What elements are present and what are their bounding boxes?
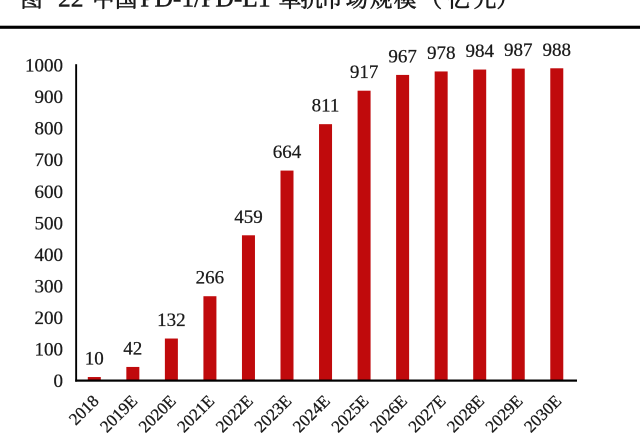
svg-text:811: 811 bbox=[312, 96, 340, 117]
svg-text:459: 459 bbox=[234, 207, 263, 228]
svg-text:PD-1/PD-L1: PD-1/PD-L1 bbox=[140, 0, 270, 13]
svg-text:300: 300 bbox=[35, 277, 64, 298]
svg-text:2030E: 2030E bbox=[520, 391, 565, 435]
svg-text:10: 10 bbox=[85, 349, 104, 370]
svg-text:2021E: 2021E bbox=[173, 391, 218, 435]
svg-text:664: 664 bbox=[273, 142, 302, 163]
svg-text:800: 800 bbox=[35, 119, 64, 140]
svg-text:2020E: 2020E bbox=[135, 391, 180, 435]
svg-text:2027E: 2027E bbox=[405, 391, 450, 435]
svg-text:266: 266 bbox=[196, 268, 225, 289]
svg-text:400: 400 bbox=[35, 245, 64, 266]
svg-text:2029E: 2029E bbox=[482, 391, 527, 435]
svg-text:22: 22 bbox=[58, 0, 84, 13]
svg-text:967: 967 bbox=[388, 46, 417, 67]
svg-text:600: 600 bbox=[35, 182, 64, 203]
svg-text:2025E: 2025E bbox=[328, 391, 373, 435]
svg-text:2024E: 2024E bbox=[289, 391, 334, 435]
svg-text:132: 132 bbox=[157, 310, 186, 331]
svg-text:900: 900 bbox=[35, 87, 64, 108]
svg-text:42: 42 bbox=[123, 338, 142, 359]
svg-text:100: 100 bbox=[35, 340, 64, 361]
svg-text:500: 500 bbox=[35, 213, 64, 234]
svg-text:2022E: 2022E bbox=[212, 391, 257, 435]
svg-text:700: 700 bbox=[35, 150, 64, 171]
svg-text:2019E: 2019E bbox=[96, 391, 141, 435]
svg-text:984: 984 bbox=[465, 41, 494, 62]
svg-text:2026E: 2026E bbox=[366, 391, 411, 435]
svg-text:2023E: 2023E bbox=[251, 391, 296, 435]
svg-text:988: 988 bbox=[543, 40, 572, 61]
svg-text:917: 917 bbox=[350, 62, 379, 83]
svg-text:1000: 1000 bbox=[25, 56, 63, 77]
svg-text:200: 200 bbox=[35, 308, 64, 329]
svg-text:987: 987 bbox=[504, 40, 533, 61]
svg-text:2028E: 2028E bbox=[443, 391, 488, 435]
svg-text:0: 0 bbox=[54, 371, 64, 392]
svg-text:978: 978 bbox=[427, 43, 456, 64]
